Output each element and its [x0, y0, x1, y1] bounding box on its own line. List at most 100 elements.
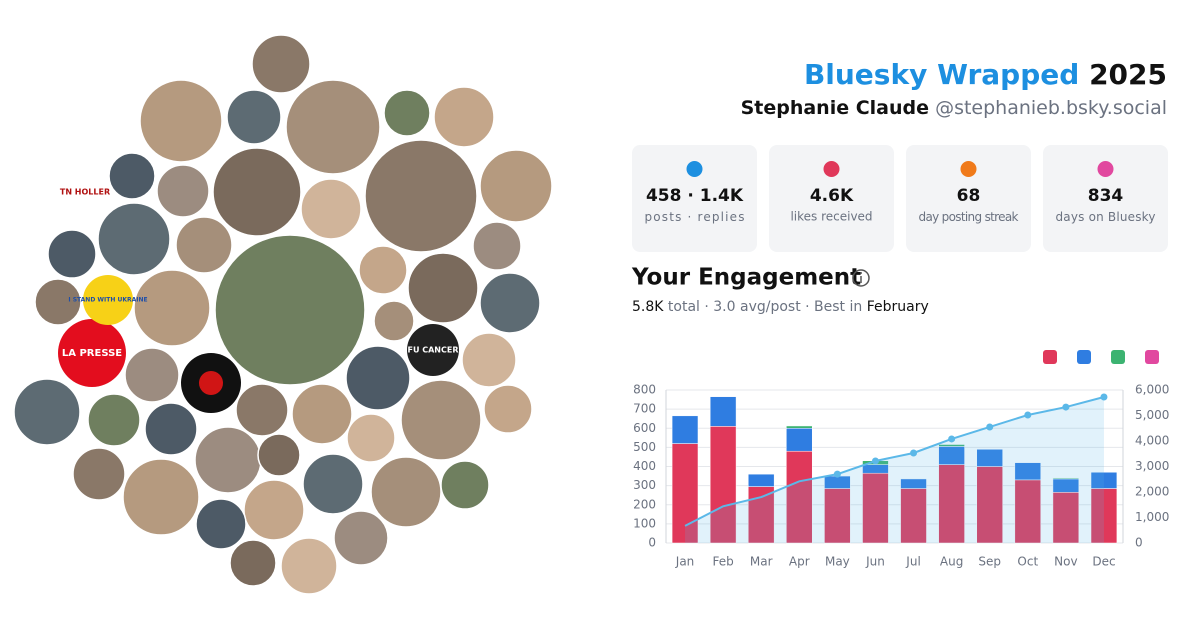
x-tick-label: Feb: [713, 555, 734, 569]
y2-tick-label: 5,000: [1135, 408, 1169, 422]
info-icon[interactable]: [852, 269, 870, 287]
avatar[interactable]: [285, 79, 381, 175]
avatar[interactable]: [13, 378, 81, 446]
avatar[interactable]: [302, 453, 364, 515]
stat-label-line: posts · replies: [645, 210, 745, 224]
avatar[interactable]: [373, 300, 415, 342]
bar-segment: [1014, 462, 1041, 481]
avatar[interactable]: [97, 202, 171, 276]
bar-segment: [1090, 471, 1118, 489]
avatar[interactable]: [108, 152, 156, 200]
avatar[interactable]: [156, 164, 210, 218]
line-point: [1100, 393, 1108, 401]
stat-label-line: day posting streak: [919, 210, 1019, 224]
avatar[interactable]: [235, 383, 289, 437]
bar-segment: [900, 478, 927, 489]
x-tick-label: Aug: [940, 555, 963, 569]
avatar[interactable]: [370, 456, 442, 528]
avatar[interactable]: [251, 34, 311, 94]
bar-segment: [862, 472, 889, 544]
avatar: [199, 371, 223, 395]
avatar[interactable]: [440, 460, 490, 510]
title-text: Bluesky Wrapped: [804, 58, 1079, 91]
bar-segment: [748, 486, 775, 544]
avatar[interactable]: [280, 537, 338, 595]
avatar[interactable]: [483, 384, 533, 434]
avatar[interactable]: [194, 426, 262, 494]
x-tick-label: Nov: [1054, 555, 1077, 569]
avatar[interactable]: [479, 149, 553, 223]
stat-icon: [686, 161, 703, 177]
stat-label: day posting streak: [919, 210, 1019, 224]
x-tick-label: Dec: [1092, 555, 1115, 569]
bar-segment: [824, 488, 851, 544]
avatar[interactable]: [195, 498, 247, 550]
user-handle[interactable]: @stephanieb.bsky.social: [935, 97, 1167, 119]
avatar[interactable]: [34, 278, 82, 326]
avatar[interactable]: [144, 402, 198, 456]
avatar[interactable]: [124, 347, 180, 403]
avatar[interactable]: [461, 332, 517, 388]
avatar[interactable]: [407, 324, 459, 376]
best-month: February: [867, 299, 929, 315]
avatar[interactable]: [300, 178, 362, 240]
avatar[interactable]: [479, 272, 541, 334]
avatar[interactable]: [407, 252, 479, 324]
avatar[interactable]: [133, 269, 211, 347]
avatar[interactable]: [472, 221, 522, 271]
avatar[interactable]: [175, 216, 233, 274]
line-point: [833, 470, 841, 478]
bar-segment: [709, 426, 737, 544]
avatar[interactable]: [345, 345, 411, 411]
legend-icon[interactable]: [1111, 350, 1125, 364]
avatar[interactable]: [383, 89, 431, 137]
avatar[interactable]: [226, 89, 282, 145]
line-point: [910, 449, 918, 457]
stat-label: posts · replies: [645, 210, 745, 224]
stat-icon: [823, 161, 840, 177]
y-tick-label: 0: [648, 536, 656, 550]
x-tick-label: Oct: [1017, 555, 1038, 569]
avatar[interactable]: [139, 79, 223, 163]
avatar[interactable]: [87, 393, 141, 447]
avatar[interactable]: [291, 383, 353, 445]
avatar[interactable]: [257, 433, 301, 477]
avatar[interactable]: [122, 458, 200, 536]
line-point: [1024, 411, 1032, 419]
avatar[interactable]: [346, 413, 396, 463]
avatar[interactable]: [400, 379, 482, 461]
line: [684, 396, 1105, 527]
y-tick-label: 500: [633, 440, 656, 454]
legend-icon[interactable]: [1077, 350, 1091, 364]
y2-tick-label: 0: [1135, 536, 1143, 550]
avatar[interactable]: [364, 139, 478, 253]
legend-icon[interactable]: [1043, 350, 1057, 364]
avatar[interactable]: [72, 447, 126, 501]
legend-icon[interactable]: [1145, 350, 1159, 364]
x-tick-label: May: [825, 555, 850, 569]
avatar[interactable]: [212, 147, 302, 237]
stat-label: days on Bluesky: [1056, 210, 1156, 224]
avatar[interactable]: [83, 275, 133, 325]
bar-segment: [976, 466, 1003, 544]
y2-tick-label: 2,000: [1135, 485, 1169, 499]
avatar[interactable]: [214, 234, 366, 386]
stat-icon: [960, 161, 977, 177]
line-area: [685, 397, 1104, 543]
stat-value: 68: [957, 186, 981, 206]
avatar[interactable]: [243, 479, 305, 541]
avatar[interactable]: [358, 245, 408, 295]
summary: total · 3.0 avg/post · Best in: [668, 299, 862, 315]
avatar-label: TN HOLLER: [60, 188, 110, 197]
bar-segment: [1052, 492, 1080, 544]
y2-tick-label: 6,000: [1135, 383, 1169, 397]
avatar[interactable]: [58, 319, 126, 387]
title-year: 2025: [1089, 58, 1167, 91]
avatar[interactable]: [229, 539, 277, 587]
bar-segment: [671, 415, 699, 444]
avatar[interactable]: [47, 229, 97, 279]
avatar[interactable]: [433, 86, 495, 148]
avatar[interactable]: [333, 510, 389, 566]
stat-label: likes received: [790, 210, 872, 224]
line-point: [1062, 403, 1070, 411]
